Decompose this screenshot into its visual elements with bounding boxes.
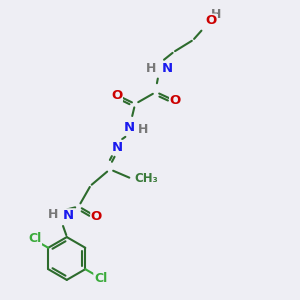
Text: CH₃: CH₃ xyxy=(134,172,158,185)
Text: H: H xyxy=(138,123,148,136)
Text: H: H xyxy=(47,208,58,221)
Text: O: O xyxy=(205,14,217,27)
Text: H: H xyxy=(146,62,157,75)
Text: N: N xyxy=(161,62,172,75)
Text: O: O xyxy=(169,94,181,107)
Text: H: H xyxy=(211,8,221,21)
Text: Cl: Cl xyxy=(94,272,107,285)
Text: Cl: Cl xyxy=(28,232,41,245)
Text: N: N xyxy=(63,209,74,222)
Text: O: O xyxy=(111,88,122,101)
Text: N: N xyxy=(112,140,123,154)
Text: O: O xyxy=(91,210,102,224)
Text: N: N xyxy=(124,121,135,134)
